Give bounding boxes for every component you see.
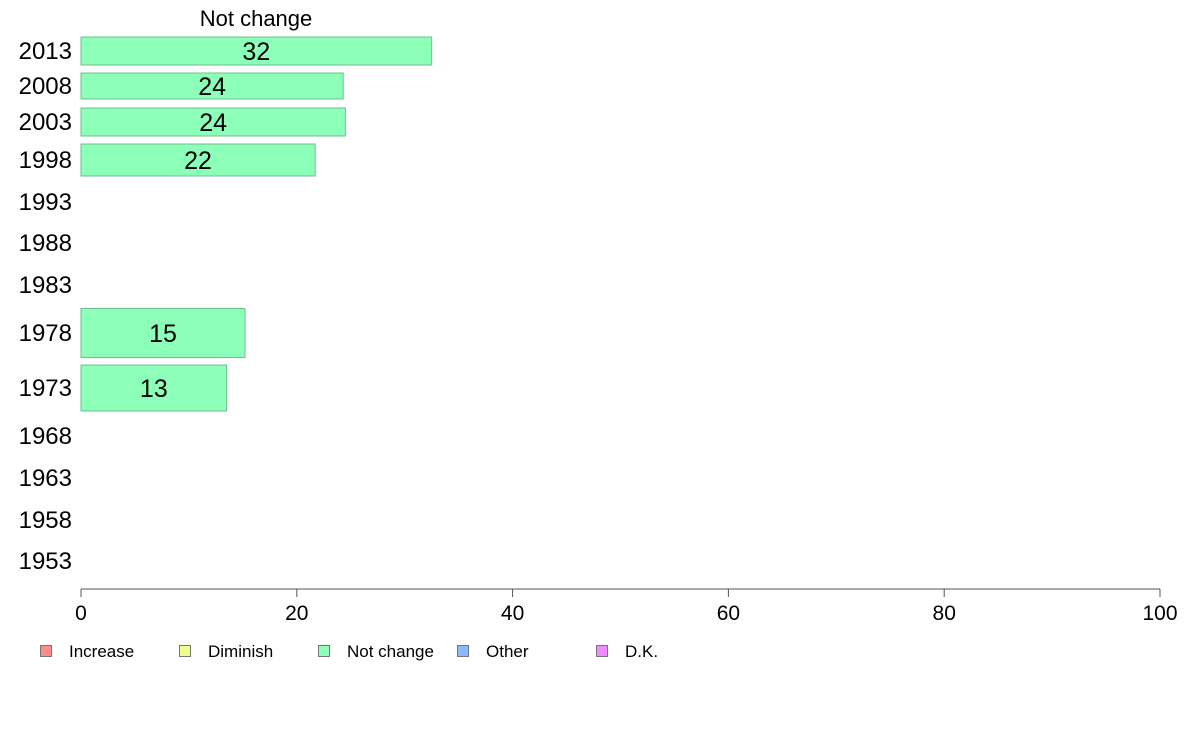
y-tick-label-1998: 1998 [19, 147, 72, 174]
y-tick-label-2008: 2008 [19, 73, 72, 100]
y-axis-tick-labels: 2013 2008 2003 1998 1993 1988 1983 1978 1973 1968… [19, 38, 72, 575]
x-axis-ticks: 0 20 40 60 80 100 [75, 589, 1178, 625]
legend-label-dk: D.K. [625, 642, 659, 661]
x-tick-label-60: 60 [717, 602, 740, 625]
legend-swatch-dk [596, 645, 608, 657]
legend-swatch-not-change [318, 645, 330, 657]
y-tick-label-1973: 1973 [19, 375, 72, 402]
legend-label-diminish: Diminish [208, 642, 274, 661]
y-tick-label-2003: 2003 [19, 109, 72, 136]
bar-1978 [80, 308, 246, 358]
y-tick-label-1963: 1963 [19, 465, 72, 492]
y-tick-label-1953: 1953 [19, 548, 72, 575]
bar-label-1998: 22 [184, 147, 212, 175]
legend-swatch-other [457, 645, 469, 657]
bar-label-2013: 32 [242, 38, 270, 66]
bar-labels-layer: 32 24 24 22 15 13 [140, 38, 270, 403]
bar-label-1973: 13 [140, 375, 168, 403]
y-tick-label-1993: 1993 [19, 189, 72, 216]
x-tick-label-100: 100 [1142, 602, 1177, 625]
bar-label-1978: 15 [149, 320, 177, 348]
y-tick-label-1983: 1983 [19, 272, 72, 299]
bar-label-2003: 24 [199, 109, 227, 137]
y-tick-label-2013: 2013 [19, 38, 72, 65]
legend-label-increase: Increase [69, 642, 135, 661]
x-tick-label-40: 40 [501, 602, 524, 625]
x-tick-label-0: 0 [75, 602, 87, 625]
x-tick-label-80: 80 [933, 602, 956, 625]
chart-title: Not change [200, 6, 313, 31]
legend-swatch-diminish [179, 645, 191, 657]
legend-label-other: Other [486, 642, 529, 661]
bar-2013 [80, 36, 433, 66]
y-tick-label-1958: 1958 [19, 507, 72, 534]
legend-swatch-increase [40, 645, 52, 657]
bar-1973 [80, 364, 228, 412]
y-tick-label-1988: 1988 [19, 230, 72, 257]
legend-label-not-change: Not change [347, 642, 434, 661]
x-tick-label-20: 20 [285, 602, 308, 625]
bar-label-2008: 24 [198, 73, 226, 101]
bars-layer [80, 36, 433, 412]
bar-2008 [80, 72, 344, 100]
y-tick-label-1968: 1968 [19, 423, 72, 450]
bar-1998 [80, 143, 316, 177]
y-tick-label-1978: 1978 [19, 320, 72, 347]
bar-2003 [80, 107, 346, 137]
